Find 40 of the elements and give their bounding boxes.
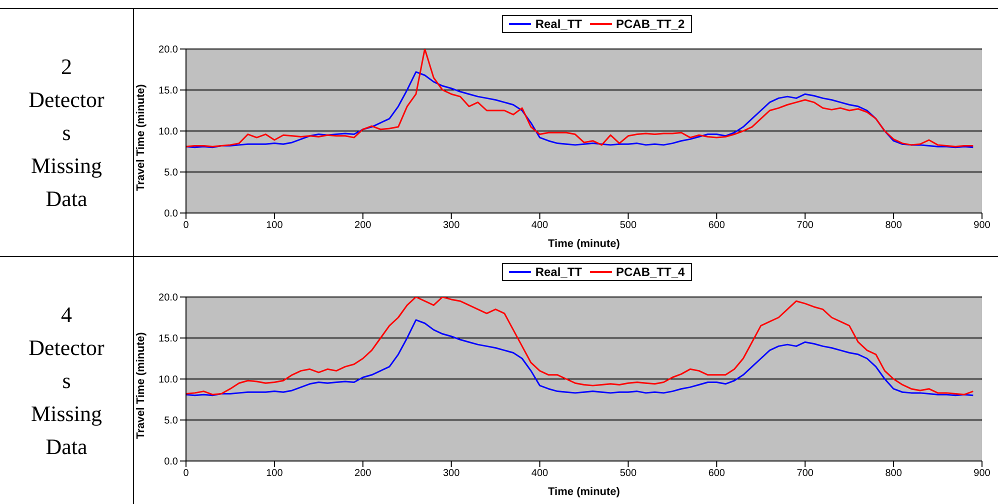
legend-label: PCAB_TT_2 [615,17,685,31]
x-tick-label: 100 [266,468,284,480]
text: 4 Detectors Missing Data [28,301,106,461]
x-tick-label: 0 [183,468,190,480]
x-tick-label: 400 [531,468,549,480]
y-tick-label: 15.0 [158,334,178,345]
legend-label: Real_TT [534,17,582,31]
x-tick-label: 500 [620,220,637,232]
y-tick-label: 20.0 [158,292,178,304]
text: 2 Detectors Missing Data [28,53,106,213]
x-axis-title: Time (minute) [548,486,620,498]
y-tick-label: 5.0 [164,416,178,427]
x-axis-title: Time (minute) [548,238,620,250]
x-tick-label: 900 [974,220,991,232]
x-tick-label: 200 [354,468,372,480]
y-tick-label: 10.0 [158,126,178,138]
x-tick-label: 600 [708,468,726,480]
y-tick-label: 5.0 [164,168,178,179]
x-tick-label: 300 [442,468,460,480]
x-tick-label: 0 [183,220,190,232]
y-tick-label: 15.0 [158,86,178,97]
y-axis-title: Travel Time (minute) [134,84,147,191]
x-tick-label: 500 [620,468,637,480]
x-tick-label: 800 [885,220,902,232]
x-tick-label: 900 [974,468,991,480]
x-tick-label: 700 [796,220,814,232]
x-tick-label: 800 [885,468,902,480]
y-tick-label: 0.0 [164,456,178,468]
y-tick-label: 20.0 [158,44,178,56]
x-tick-label: 300 [442,220,460,232]
legend-label: PCAB_TT_4 [615,265,685,279]
y-axis-title: Travel Time (minute) [134,332,147,439]
x-tick-label: 200 [354,220,372,232]
x-tick-label: 700 [796,468,814,480]
legend-label: Real_TT [534,265,582,279]
x-tick-label: 100 [266,220,284,232]
x-tick-label: 600 [708,220,726,232]
y-tick-label: 10.0 [158,374,178,386]
x-tick-label: 400 [531,220,549,232]
y-tick-label: 0.0 [164,208,178,220]
